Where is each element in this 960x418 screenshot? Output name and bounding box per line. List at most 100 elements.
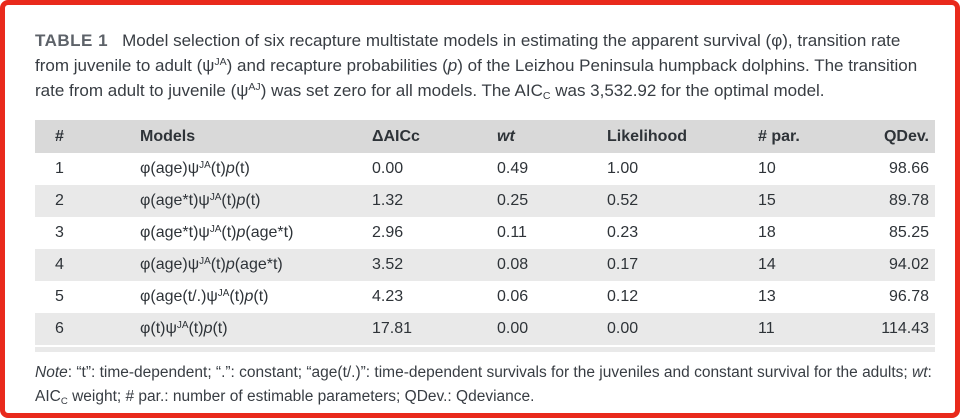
cell-wt: 0.49 (497, 160, 529, 177)
text-segment: (age*t) (245, 224, 294, 241)
text-segment: (t) (221, 224, 237, 241)
cell-num-parameters: 18 (758, 224, 776, 241)
cell-row-number: 3 (55, 224, 64, 241)
cell-wt: 0.00 (497, 320, 529, 337)
text-segment: wt (912, 364, 928, 381)
column-header: # par. (758, 120, 850, 153)
text-segment: AJ (248, 81, 261, 94)
table-caption-text: Model selection of six recapture multist… (35, 31, 917, 103)
cell-model: φ(age)ψJA(t)p(t) (140, 153, 372, 185)
cell-num-parameters: 11 (758, 320, 775, 337)
cell-likelihood: 1.00 (607, 160, 639, 177)
text-segment: p (236, 224, 246, 241)
cell-qdeviance: 89.78 (888, 192, 929, 209)
cell-delta-aicc: 2.96 (372, 224, 404, 241)
cell-wt: 0.08 (497, 256, 529, 273)
text-segment: ) and recapture probabilities ( (226, 56, 448, 75)
text-segment: p (203, 320, 213, 337)
text-segment: (t) (210, 256, 226, 273)
cell-row-number: 4 (55, 256, 64, 273)
cell-delta-aicc: 4.23 (372, 288, 404, 305)
table-row: 3 φ(age*t)ψJA(t)p(age*t) 2.96 0.11 0.23 18 85.… (35, 217, 935, 249)
cell-qdeviance: 94.02 (888, 256, 929, 273)
text-segment: (t) (234, 160, 250, 177)
cell-num-parameters: 10 (758, 160, 776, 177)
table-row: 6 φ(t)ψJA(t)p(t) 17.81 0.00 0.00 11 114.43 (35, 313, 935, 345)
text-segment: p (225, 160, 235, 177)
column-header: # (35, 120, 140, 153)
model-selection-table: # Models ΔAICc wt Likelihood # par. QDev. 1 φ(a… (35, 120, 935, 345)
text-segment: (t) (221, 192, 237, 209)
text-segment: φ(age*t)ψ (140, 224, 210, 241)
cell-delta-aicc: 17.81 (372, 320, 413, 337)
text-segment: (t) (229, 288, 245, 305)
cell-delta-aicc: 1.32 (372, 192, 404, 209)
text-segment: φ(age(t/.)ψ (140, 288, 218, 305)
table-header-row: # Models ΔAICc wt Likelihood # par. QDev. (35, 120, 935, 153)
text-segment: JA (214, 56, 227, 69)
table-row: 2 φ(age*t)ψJA(t)p(t) 1.32 0.25 0.52 15 89.78 (35, 185, 935, 217)
cell-row-number: 5 (55, 288, 64, 305)
cell-qdeviance: 114.43 (881, 320, 929, 337)
text-segment: Model selection of six recapture multist… (35, 31, 901, 75)
column-header: ΔAICc (372, 120, 497, 153)
table-body: 1 φ(age)ψJA(t)p(t) 0.00 0.49 1.00 10 98.66 2 φ(a… (35, 153, 935, 345)
cell-qdeviance: 85.25 (888, 224, 929, 241)
text-segment: weight; # par.: number of estimable para… (67, 388, 535, 405)
text-segment: C (60, 395, 68, 407)
table-row: 5 φ(age(t/.)ψJA(t)p(t) 4.23 0.06 0.12 13 96.78 (35, 281, 935, 313)
cell-likelihood: 0.00 (607, 320, 639, 337)
cell-model: φ(age*t)ψJA(t)p(t) (140, 185, 372, 217)
text-segment: (t) (245, 192, 261, 209)
text-segment: (t) (210, 160, 226, 177)
text-segment: Note (35, 364, 68, 381)
text-segment: (age*t) (234, 256, 283, 273)
text-segment: JA (199, 255, 211, 267)
cell-delta-aicc: 0.00 (372, 160, 404, 177)
cell-likelihood: 0.23 (607, 224, 639, 241)
column-header: Models (140, 120, 372, 153)
cell-num-parameters: 13 (758, 288, 776, 305)
text-segment: φ(age)ψ (140, 160, 200, 177)
cell-num-parameters: 15 (758, 192, 776, 209)
cell-wt: 0.25 (497, 192, 529, 209)
text-segment: p (244, 288, 254, 305)
cell-num-parameters: 14 (758, 256, 776, 273)
cell-row-number: 2 (55, 192, 64, 209)
text-segment: p (447, 56, 458, 75)
text-segment: p (236, 192, 246, 209)
table-caption-label: TABLE 1 (35, 31, 109, 50)
text-segment: JA (199, 159, 211, 171)
cell-model: φ(age)ψJA(t)p(age*t) (140, 249, 372, 281)
cell-wt: 0.11 (497, 224, 527, 241)
text-segment: JA (176, 319, 189, 331)
text-segment: : AIC (35, 364, 932, 405)
text-segment: JA (209, 223, 222, 235)
column-header: QDev. (850, 120, 935, 153)
table-note: Note: “t”: time-dependent; “.”: constant… (35, 361, 940, 409)
cell-likelihood: 0.52 (607, 192, 639, 209)
cell-delta-aicc: 3.52 (372, 256, 404, 273)
text-segment: C (542, 90, 551, 103)
text-segment: was 3,532.92 for the optimal model. (550, 81, 825, 100)
cell-model: φ(t)ψJA(t)p(t) (140, 313, 372, 345)
text-segment: φ(age*t)ψ (140, 192, 210, 209)
cell-qdeviance: 98.66 (888, 160, 929, 177)
table-header: # Models ΔAICc wt Likelihood # par. QDev. (35, 120, 935, 153)
cell-row-number: 6 (55, 320, 64, 337)
table-row: 4 φ(age)ψJA(t)p(age*t) 3.52 0.08 0.17 14 94.02 (35, 249, 935, 281)
column-header: wt (497, 120, 607, 153)
text-segment: JA (209, 191, 222, 203)
text-segment: (t) (253, 288, 269, 305)
text-segment: φ(age)ψ (140, 256, 200, 273)
table-row: 1 φ(age)ψJA(t)p(t) 0.00 0.49 1.00 10 98.66 (35, 153, 935, 185)
text-segment: ) was set zero for all models. The AIC (260, 81, 543, 100)
cell-likelihood: 0.12 (607, 288, 639, 305)
cell-likelihood: 0.17 (607, 256, 639, 273)
text-segment: JA (217, 287, 230, 299)
column-header: Likelihood (607, 120, 758, 153)
cell-qdeviance: 96.78 (888, 288, 929, 305)
cell-row-number: 1 (55, 160, 64, 177)
table-caption: TABLE 1 Model selection of six recapture … (35, 28, 935, 103)
